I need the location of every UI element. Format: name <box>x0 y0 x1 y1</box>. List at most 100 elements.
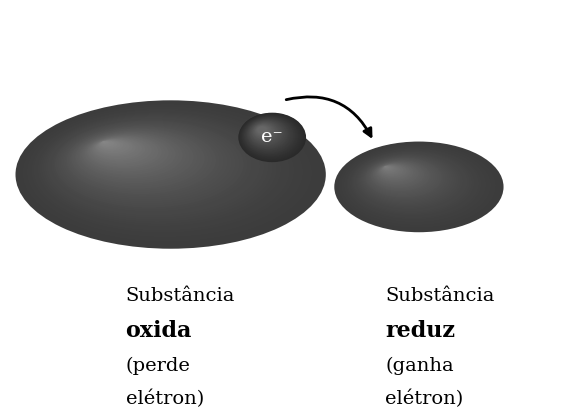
Ellipse shape <box>62 124 228 200</box>
Ellipse shape <box>101 141 109 144</box>
Ellipse shape <box>24 105 308 239</box>
Ellipse shape <box>356 153 463 209</box>
Ellipse shape <box>92 138 145 161</box>
Ellipse shape <box>98 140 126 152</box>
Ellipse shape <box>243 116 297 155</box>
Ellipse shape <box>87 136 162 168</box>
Ellipse shape <box>373 161 424 188</box>
Ellipse shape <box>351 150 472 215</box>
Ellipse shape <box>341 145 491 225</box>
Ellipse shape <box>68 127 212 192</box>
Ellipse shape <box>58 122 236 204</box>
Ellipse shape <box>352 151 470 213</box>
Ellipse shape <box>244 117 294 154</box>
Ellipse shape <box>348 149 479 218</box>
Ellipse shape <box>83 134 172 173</box>
Ellipse shape <box>240 114 302 159</box>
Ellipse shape <box>251 122 281 144</box>
Ellipse shape <box>71 129 205 189</box>
Ellipse shape <box>103 142 106 143</box>
Ellipse shape <box>375 162 419 185</box>
Ellipse shape <box>78 132 187 180</box>
Ellipse shape <box>338 144 496 228</box>
Ellipse shape <box>383 166 395 172</box>
Ellipse shape <box>335 142 503 232</box>
Ellipse shape <box>384 166 388 168</box>
Ellipse shape <box>379 164 407 178</box>
Ellipse shape <box>40 113 277 224</box>
Text: oxida: oxida <box>125 320 192 342</box>
Ellipse shape <box>376 163 415 183</box>
Ellipse shape <box>27 106 303 237</box>
Ellipse shape <box>381 165 401 175</box>
Ellipse shape <box>100 141 115 146</box>
Ellipse shape <box>365 157 444 199</box>
Ellipse shape <box>79 132 183 178</box>
Ellipse shape <box>367 159 438 195</box>
Ellipse shape <box>33 110 290 231</box>
Ellipse shape <box>242 115 299 157</box>
Ellipse shape <box>36 111 286 228</box>
Ellipse shape <box>379 164 408 179</box>
Ellipse shape <box>246 118 291 151</box>
Text: elétron): elétron) <box>385 390 463 408</box>
Ellipse shape <box>240 115 301 159</box>
Ellipse shape <box>252 123 277 141</box>
Text: Substância: Substância <box>125 287 235 305</box>
Ellipse shape <box>370 160 432 192</box>
Ellipse shape <box>45 116 264 218</box>
Text: (ganha: (ganha <box>385 357 454 375</box>
Ellipse shape <box>249 120 284 146</box>
Ellipse shape <box>55 120 244 208</box>
Ellipse shape <box>48 117 260 216</box>
Ellipse shape <box>374 162 422 187</box>
Ellipse shape <box>248 120 285 146</box>
Ellipse shape <box>344 146 486 222</box>
Ellipse shape <box>251 122 280 143</box>
Ellipse shape <box>253 124 275 139</box>
Ellipse shape <box>74 130 197 185</box>
Ellipse shape <box>241 115 301 158</box>
Ellipse shape <box>254 124 273 138</box>
Ellipse shape <box>359 155 454 205</box>
Ellipse shape <box>253 123 276 140</box>
Ellipse shape <box>66 126 216 194</box>
Ellipse shape <box>385 166 387 167</box>
Ellipse shape <box>57 122 240 206</box>
Ellipse shape <box>64 125 224 198</box>
Ellipse shape <box>93 138 142 159</box>
Ellipse shape <box>357 153 461 208</box>
Ellipse shape <box>242 115 298 156</box>
Ellipse shape <box>378 164 412 181</box>
Ellipse shape <box>73 129 201 187</box>
Ellipse shape <box>257 126 267 134</box>
Ellipse shape <box>380 165 403 176</box>
Ellipse shape <box>49 118 256 214</box>
Ellipse shape <box>96 139 133 155</box>
Ellipse shape <box>372 161 426 189</box>
Ellipse shape <box>354 152 466 211</box>
Ellipse shape <box>100 141 117 148</box>
Ellipse shape <box>248 120 286 147</box>
Ellipse shape <box>82 134 176 175</box>
Text: (perde: (perde <box>125 357 191 375</box>
Ellipse shape <box>337 143 498 229</box>
Ellipse shape <box>15 100 326 249</box>
Ellipse shape <box>346 148 481 220</box>
Ellipse shape <box>380 164 405 177</box>
Ellipse shape <box>252 122 278 142</box>
Ellipse shape <box>247 119 289 149</box>
Ellipse shape <box>345 147 484 221</box>
Ellipse shape <box>359 154 456 206</box>
Ellipse shape <box>366 158 440 196</box>
Ellipse shape <box>350 150 475 216</box>
Ellipse shape <box>340 144 493 227</box>
Ellipse shape <box>382 165 397 173</box>
Ellipse shape <box>383 166 394 171</box>
Ellipse shape <box>95 139 136 156</box>
Ellipse shape <box>94 139 139 158</box>
Ellipse shape <box>256 126 268 134</box>
Ellipse shape <box>84 134 169 171</box>
Ellipse shape <box>250 121 282 144</box>
Ellipse shape <box>336 142 501 231</box>
